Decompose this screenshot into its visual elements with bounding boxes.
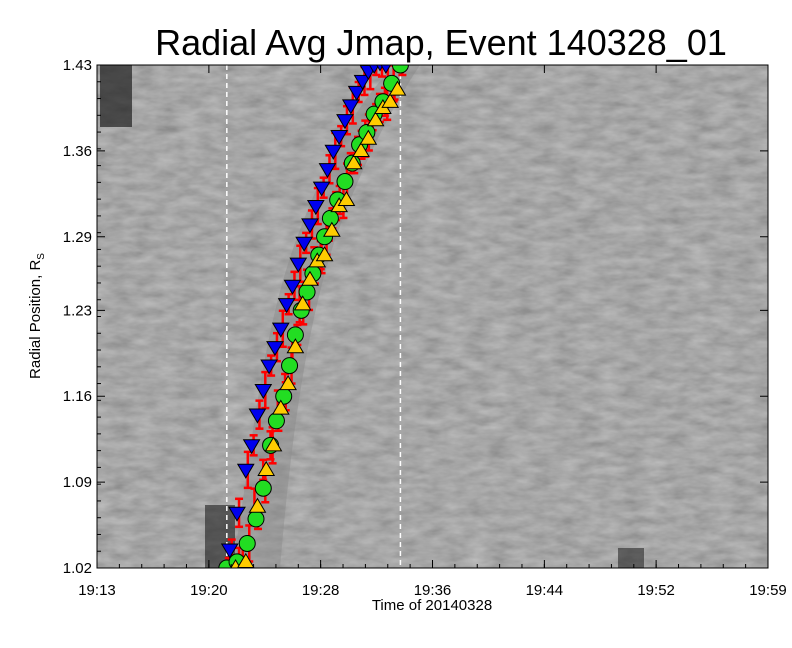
circle-marker xyxy=(275,387,293,405)
y-axis: 1.02 1.09 1.16 1.23 1.29 1.36 1.43 xyxy=(63,57,768,577)
triangle-down-marker xyxy=(324,144,343,160)
y-tick-label: 1.36 xyxy=(63,143,92,160)
x-tick-label: 19:28 xyxy=(302,582,340,599)
triangle-down-marker xyxy=(266,341,284,357)
vertical-dashed-lines xyxy=(226,65,402,568)
triangle-up-marker xyxy=(293,295,312,311)
x-tick-label: 19:13 xyxy=(78,582,116,599)
triangle-up-marker xyxy=(344,154,363,170)
triangle-up-marker xyxy=(322,221,341,237)
triangle-up-marker xyxy=(301,270,319,286)
circle-marker xyxy=(267,412,285,430)
triangle-down-marker xyxy=(289,257,308,273)
triangle-up-marker xyxy=(366,111,385,127)
triangle-up-marker xyxy=(359,129,378,145)
triangle-down-marker xyxy=(353,74,372,90)
chart-title: Radial Avg Jmap, Event 140328_01 xyxy=(155,22,727,63)
dark-patch-top-left xyxy=(100,65,132,127)
circle-marker xyxy=(281,357,299,375)
triangle-up-marker xyxy=(264,436,283,452)
triangle-down-marker xyxy=(341,99,360,115)
x-tick-label: 19:36 xyxy=(414,582,452,599)
circle-marker xyxy=(254,479,272,497)
triangle-up-marker xyxy=(286,338,305,354)
triangle-up-marker xyxy=(388,80,407,96)
triangle-down-marker xyxy=(248,408,267,424)
triangle-up-marker xyxy=(352,141,370,157)
triangle-down-marker xyxy=(301,218,319,234)
data-markers xyxy=(218,65,409,568)
triangle-down-marker xyxy=(236,463,255,479)
triangle-down-marker xyxy=(380,65,392,74)
y-tick-label: 1.23 xyxy=(63,302,92,319)
triangle-down-marker xyxy=(330,130,349,146)
circle-marker xyxy=(321,209,339,227)
x-tick-label: 19:44 xyxy=(526,582,564,599)
triangle-up-marker xyxy=(257,460,276,476)
jmap-texture xyxy=(97,65,768,568)
x-axis-label: Time of 20140328 xyxy=(372,597,492,614)
cme-bright-front xyxy=(232,65,420,568)
triangle-down-marker xyxy=(306,199,325,216)
y-tick-label: 1.29 xyxy=(63,229,92,246)
triangle-down-marker xyxy=(283,279,302,295)
triangle-down-marker xyxy=(277,298,296,314)
triangle-up-marker xyxy=(236,552,255,568)
circle-marker xyxy=(238,534,256,552)
y-tick-label: 1.43 xyxy=(63,57,92,74)
y-axis-label: Radial Position, RS xyxy=(27,253,47,379)
x-axis: 19:13 19:20 19:28 19:36 19:44 19:52 19:59 xyxy=(78,65,787,599)
triangle-down-marker xyxy=(254,384,273,400)
triangle-down-marker xyxy=(242,439,261,455)
triangle-down-marker xyxy=(228,506,246,522)
circle-marker xyxy=(247,510,265,528)
triangle-up-marker xyxy=(279,374,297,391)
triangle-down-marker xyxy=(271,322,290,338)
circle-marker xyxy=(336,173,354,191)
triangle-down-marker xyxy=(336,114,354,130)
x-tick-label: 19:20 xyxy=(190,582,228,599)
y-tick-label: 1.09 xyxy=(63,474,92,491)
x-tick-label: 19:59 xyxy=(749,582,787,599)
triangle-down-marker xyxy=(318,163,337,179)
triangle-up-marker xyxy=(381,92,400,108)
triangle-up-marker xyxy=(315,246,334,262)
y-tick-label: 1.16 xyxy=(63,388,92,405)
dark-patch-bottom-right xyxy=(618,548,644,568)
triangle-down-marker xyxy=(312,181,331,197)
plot-area xyxy=(97,65,768,568)
triangle-up-marker xyxy=(271,399,290,415)
triangle-down-marker xyxy=(347,85,366,101)
triangle-down-marker xyxy=(220,543,239,559)
triangle-down-marker xyxy=(260,359,279,375)
triangle-up-marker xyxy=(248,497,267,513)
circle-marker xyxy=(391,65,409,74)
x-tick-label: 19:52 xyxy=(637,582,675,599)
y-tick-label: 1.02 xyxy=(63,560,92,577)
y-axis-label-sub: S xyxy=(36,253,47,260)
triangle-down-marker xyxy=(295,236,314,252)
y-axis-label-main: Radial Position, R xyxy=(27,260,44,379)
triangle-up-marker xyxy=(337,190,356,207)
